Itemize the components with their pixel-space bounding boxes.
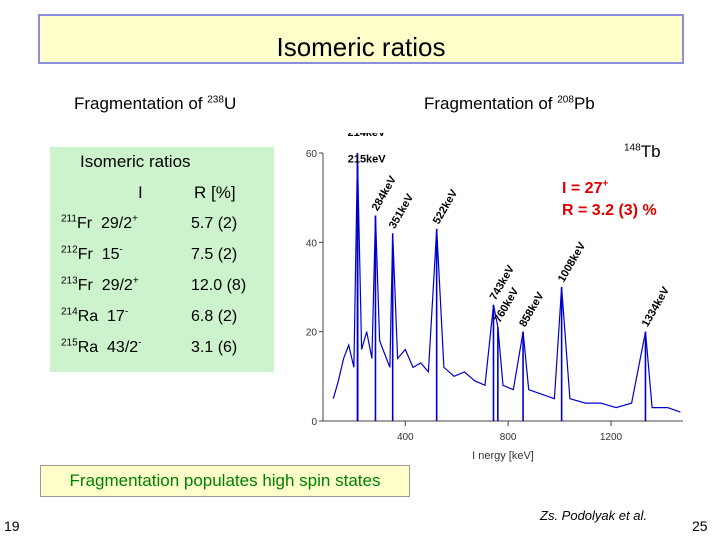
spin-value: 15 xyxy=(101,246,120,263)
nucleus-element: Fr xyxy=(77,277,93,294)
nucleus-spin: 211Fr 29/2+ xyxy=(61,213,138,235)
left-subtitle-text: Fragmentation of xyxy=(74,94,208,113)
author-credit: Zs. Podolyak et al. xyxy=(540,508,647,523)
result-spin-parity: + xyxy=(602,178,609,190)
isotope-label: 148Tb xyxy=(624,142,661,162)
nucleus-mass: 215 xyxy=(61,337,78,349)
gamma-spectrum-chart: 0 20 40 60 400 800 1200 I nergy [keV] 214keV 215k… xyxy=(306,133,683,462)
right-subtitle-text: Fragmentation of xyxy=(424,94,558,113)
x-tick-label: 400 xyxy=(397,432,414,443)
nucleus-element: Fr xyxy=(76,215,93,232)
x-axis-label: I nergy [keV] xyxy=(472,450,534,462)
spectrum-line xyxy=(332,152,681,413)
table-row: 215Ra 43/2- 3.1 (6) xyxy=(61,337,271,359)
peak-label: 215keV xyxy=(348,153,387,165)
column-header-r: R [%] xyxy=(194,183,236,202)
y-tick-label: 40 xyxy=(306,238,318,249)
left-subtitle-mass: 238 xyxy=(207,94,224,106)
nucleus-spin: 212Fr 15- xyxy=(61,244,123,266)
right-subtitle-mass: 208 xyxy=(557,94,574,106)
y-tick-label: 20 xyxy=(306,328,318,339)
nucleus-mass: 214 xyxy=(61,306,78,318)
result-ratio: R = 3.2 (3) % xyxy=(562,202,657,219)
panel-title: Isomeric ratios xyxy=(80,152,191,171)
spin-parity: + xyxy=(132,275,139,287)
isomeric-ratio-value: 7.5 (2) xyxy=(191,246,238,263)
spin-value: 17 xyxy=(107,308,125,325)
isomeric-ratios-panel: Isomeric ratios I R [%] 211Fr 29/2+ 5.7 (… xyxy=(50,147,274,372)
isomeric-ratio-value: 3.1 (6) xyxy=(191,339,238,356)
spin-parity: + xyxy=(132,213,138,225)
right-subtitle-element: Pb xyxy=(573,94,595,113)
result-spin-value: I = 27 xyxy=(562,180,603,197)
page-number-right: 25 xyxy=(692,518,708,534)
table-row: 212Fr 15- 7.5 (2) xyxy=(61,244,271,266)
result-spin: I = 27+ xyxy=(562,178,657,200)
spin-parity: - xyxy=(119,244,123,256)
nucleus-spin: 213Fr 29/2+ xyxy=(61,275,139,297)
spin-value: 29/2 xyxy=(100,215,133,232)
table-row: 211Fr 29/2+ 5.7 (2) xyxy=(61,213,271,235)
isomeric-ratio-value: 5.7 (2) xyxy=(191,215,238,232)
page-number-left: 19 xyxy=(4,518,20,534)
isotope-mass: 148 xyxy=(624,142,641,154)
spin-parity: - xyxy=(138,337,142,349)
plot-background xyxy=(323,153,683,421)
table-row: 213Fr 29/2+ 12.0 (8) xyxy=(61,275,271,297)
left-subtitle-element: U xyxy=(223,94,237,113)
y-tick-label: 0 xyxy=(311,417,317,428)
x-tick-label: 800 xyxy=(500,432,517,443)
isomeric-ratio-value: 6.8 (2) xyxy=(191,308,238,325)
x-tick-label: 1200 xyxy=(600,432,623,443)
right-subtitle: Fragmentation of 208Pb xyxy=(424,94,595,114)
isotope-element: Tb xyxy=(640,142,661,161)
spin-value: 29/2 xyxy=(101,277,133,294)
nucleus-mass: 211 xyxy=(61,213,77,225)
result-box: I = 27+ R = 3.2 (3) % xyxy=(562,178,657,222)
conclusion-banner: Fragmentation populates high spin states xyxy=(40,465,410,497)
table-row: 214Ra 17- 6.8 (2) xyxy=(61,306,271,328)
nucleus-mass: 212 xyxy=(61,244,78,256)
nucleus-mass: 213 xyxy=(61,275,78,287)
left-subtitle: Fragmentation of 238U xyxy=(74,94,236,114)
title-box: Isomeric ratios xyxy=(38,14,684,64)
page-title: Isomeric ratios xyxy=(276,32,446,62)
spin-value: 43/2 xyxy=(107,339,139,356)
isomeric-ratio-value: 12.0 (8) xyxy=(191,277,247,294)
nucleus-spin: 214Ra 17- xyxy=(61,306,128,328)
nucleus-element: Ra xyxy=(77,308,99,325)
y-tick-label: 60 xyxy=(306,149,318,160)
nucleus-element: Ra xyxy=(77,339,99,356)
column-header-i: I xyxy=(138,183,143,202)
spin-parity: - xyxy=(124,306,129,318)
nucleus-element: Fr xyxy=(77,246,93,263)
nucleus-spin: 215Ra 43/2- xyxy=(61,337,142,359)
peak-label: 214keV xyxy=(347,133,386,139)
